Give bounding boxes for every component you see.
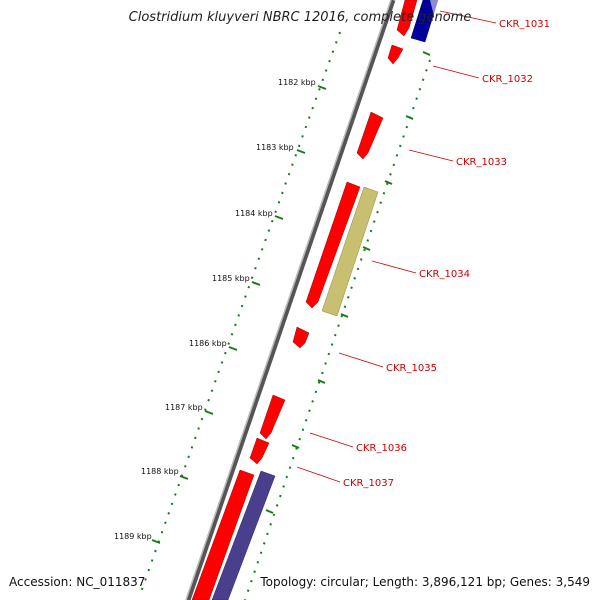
gene-ckr-1031-a[interactable]	[396, 0, 418, 37]
gene-ckr-1034-red[interactable]	[305, 181, 361, 309]
inner-tick-8	[265, 509, 274, 514]
tick-1186	[228, 346, 238, 351]
reverse-genes	[211, 0, 460, 600]
tick-label-1189: 1189 kbp	[114, 532, 152, 541]
gene-ckr-1033[interactable]	[356, 111, 384, 160]
inner-tick-3	[384, 180, 393, 185]
accession-text: Accession: NC_011837	[9, 575, 146, 589]
inner-ticks	[265, 51, 431, 514]
leader-ckr-1035	[338, 352, 384, 368]
outer-ticks	[151, 85, 327, 544]
gene-ckr-1034-olive[interactable]	[321, 186, 379, 317]
leader-ckr-1037	[296, 466, 341, 483]
tick-label-1183: 1183 kbp	[256, 143, 294, 152]
tick-1189	[151, 539, 161, 544]
tick-1183	[296, 149, 306, 154]
leader-ckr-1036	[309, 432, 354, 448]
gene-label-ckr-1032[interactable]: CKR_1032	[482, 74, 533, 85]
tick-label-1187: 1187 kbp	[165, 403, 203, 412]
gene-label-ckr-1037[interactable]: CKR_1037	[343, 478, 394, 489]
map-title: Clostridium kluyveri NBRC 12016, complet…	[128, 10, 472, 25]
inner-tick-4	[362, 246, 371, 251]
tick-label-1184: 1184 kbp	[235, 209, 273, 218]
gene-labels: CKR_1031 CKR_1032 CKR_1033 CKR_1034 CKR_…	[343, 19, 550, 489]
gene-label-ckr-1034[interactable]: CKR_1034	[419, 269, 470, 280]
leader-ckr-1032	[432, 65, 480, 79]
gene-ckr-1032[interactable]	[387, 44, 404, 65]
forward-genes	[191, 0, 418, 600]
genome-backbone-highlight	[185, 0, 392, 600]
gene-navy-top[interactable]	[410, 0, 439, 43]
inner-tick-6	[317, 379, 326, 384]
gene-ckr-1038[interactable]	[191, 469, 255, 600]
tick-1182	[317, 85, 327, 90]
gene-ckr-1035[interactable]	[292, 326, 310, 349]
gene-label-ckr-1035[interactable]: CKR_1035	[386, 363, 437, 374]
inner-tick-5	[340, 313, 349, 318]
genome-summary-text: Topology: circular; Length: 3,896,121 bp…	[260, 575, 590, 589]
gene-label-ckr-1031[interactable]: CKR_1031	[499, 19, 550, 30]
tick-1184	[274, 215, 284, 220]
gene-navy-top-highlight	[430, 0, 460, 40]
label-leaders	[296, 10, 497, 483]
gene-label-ckr-1036[interactable]: CKR_1036	[356, 443, 407, 454]
inner-scale-dots	[244, 59, 431, 600]
tick-label-1185: 1185 kbp	[212, 274, 250, 283]
genome-backbone	[185, 0, 396, 600]
gene-label-ckr-1033[interactable]: CKR_1033	[456, 157, 507, 168]
leader-ckr-1031	[439, 10, 497, 24]
tick-1187	[204, 410, 214, 415]
inner-tick-2	[405, 115, 414, 120]
tick-1185	[251, 281, 261, 286]
gene-ckr-1036[interactable]	[259, 394, 286, 440]
inner-tick-1	[422, 51, 431, 56]
gene-ckr-1037[interactable]	[249, 437, 270, 465]
tick-1188	[179, 475, 189, 480]
tick-label-1188: 1188 kbp	[141, 467, 179, 476]
leader-ckr-1033	[408, 149, 454, 162]
gene-slate-bottom[interactable]	[211, 470, 276, 600]
tick-label-1186: 1186 kbp	[189, 339, 227, 348]
inner-tick-7	[291, 444, 300, 449]
tick-label-1182: 1182 kbp	[278, 78, 316, 87]
tick-labels: 1182 kbp 1183 kbp 1184 kbp 1185 kbp 1186…	[114, 78, 316, 541]
leader-ckr-1034	[371, 260, 417, 274]
